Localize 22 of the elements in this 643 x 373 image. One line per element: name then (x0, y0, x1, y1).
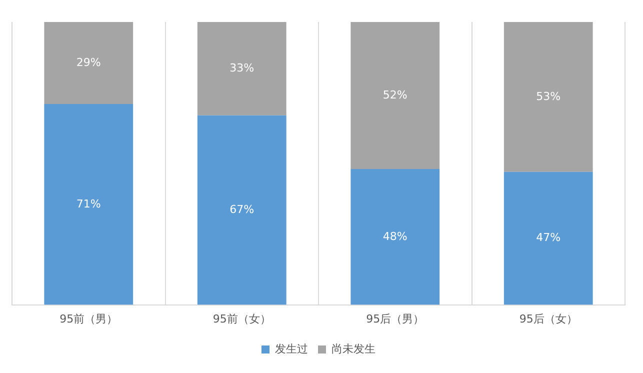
bar (504, 22, 593, 172)
bar (44, 22, 134, 104)
data-label: 47% (536, 231, 561, 244)
x-tick-label: 95前（女） (212, 312, 271, 326)
data-label: 33% (230, 62, 254, 75)
data-label: 29% (76, 56, 101, 69)
bar (350, 22, 440, 170)
x-tick-label: 95前（男） (60, 312, 118, 326)
legend-label: 发生过 (275, 342, 308, 356)
data-label: 71% (76, 197, 101, 210)
data-label: 48% (382, 230, 408, 243)
bar (197, 115, 286, 305)
x-tick-label: 95后（女） (519, 312, 578, 326)
data-label: 52% (382, 88, 408, 102)
data-label: 67% (230, 202, 254, 216)
bar (350, 169, 440, 305)
x-tick-label: 95后（男） (366, 312, 424, 326)
bar (44, 104, 134, 305)
legend-label: 尚未发生 (332, 342, 376, 356)
bar (197, 22, 286, 116)
data-label: 53% (536, 90, 561, 103)
bar (504, 172, 593, 305)
